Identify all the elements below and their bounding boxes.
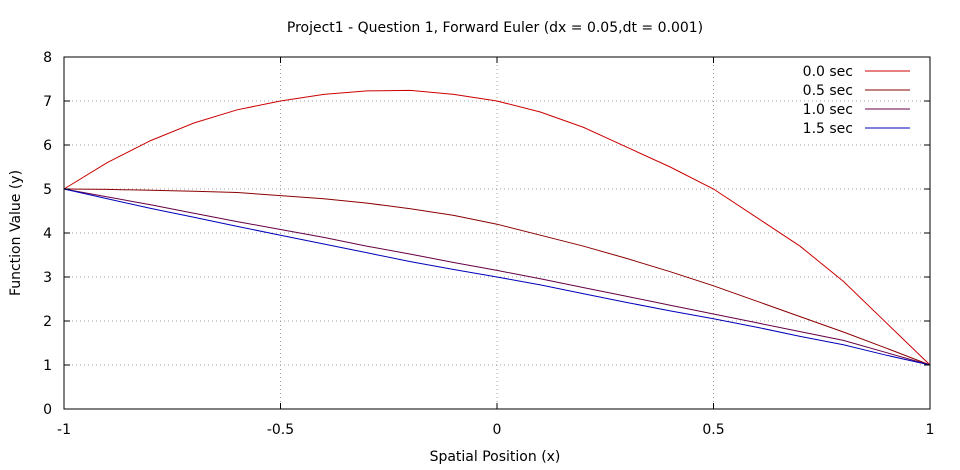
legend-label: 0.5 sec [803,83,853,99]
y-tick-label: 8 [43,50,52,66]
legend-label: 0.0 sec [803,64,853,80]
series-line-4 [63,188,931,366]
series-line-1 [63,89,931,366]
x-tick-label: 0.5 [702,422,724,438]
x-tick-label: 1 [926,422,935,438]
x-tick-label: 0 [493,422,502,438]
legend-label: 1.0 sec [803,102,853,118]
x-axis-label: Spatial Position (x) [430,449,561,465]
y-tick-label: 1 [43,358,52,374]
y-axis-label: Function Value (y) [8,170,24,296]
legend-label: 1.5 sec [803,121,853,137]
y-tick-label: 3 [43,270,52,286]
series-line-2 [63,188,931,366]
axis-ticks: -1 -0.5 0 0.5 1 0 1 2 3 4 5 6 7 8 [43,50,934,438]
chart-title: Project1 - Question 1, Forward Euler (dx… [287,20,703,36]
series-lines [63,89,931,366]
y-tick-label: 7 [43,94,52,110]
y-tick-label: 2 [43,314,52,330]
x-tick-label: -0.5 [267,422,294,438]
y-tick-label: 6 [43,138,52,154]
y-tick-label: 0 [43,402,52,418]
grid-lines [64,57,930,409]
y-tick-label: 4 [43,226,52,242]
legend: 0.0 sec 0.5 sec 1.0 sec 1.5 sec [803,64,910,137]
y-tick-label: 5 [43,182,52,198]
series-line-3 [63,188,931,366]
x-tick-label: -1 [57,422,71,438]
